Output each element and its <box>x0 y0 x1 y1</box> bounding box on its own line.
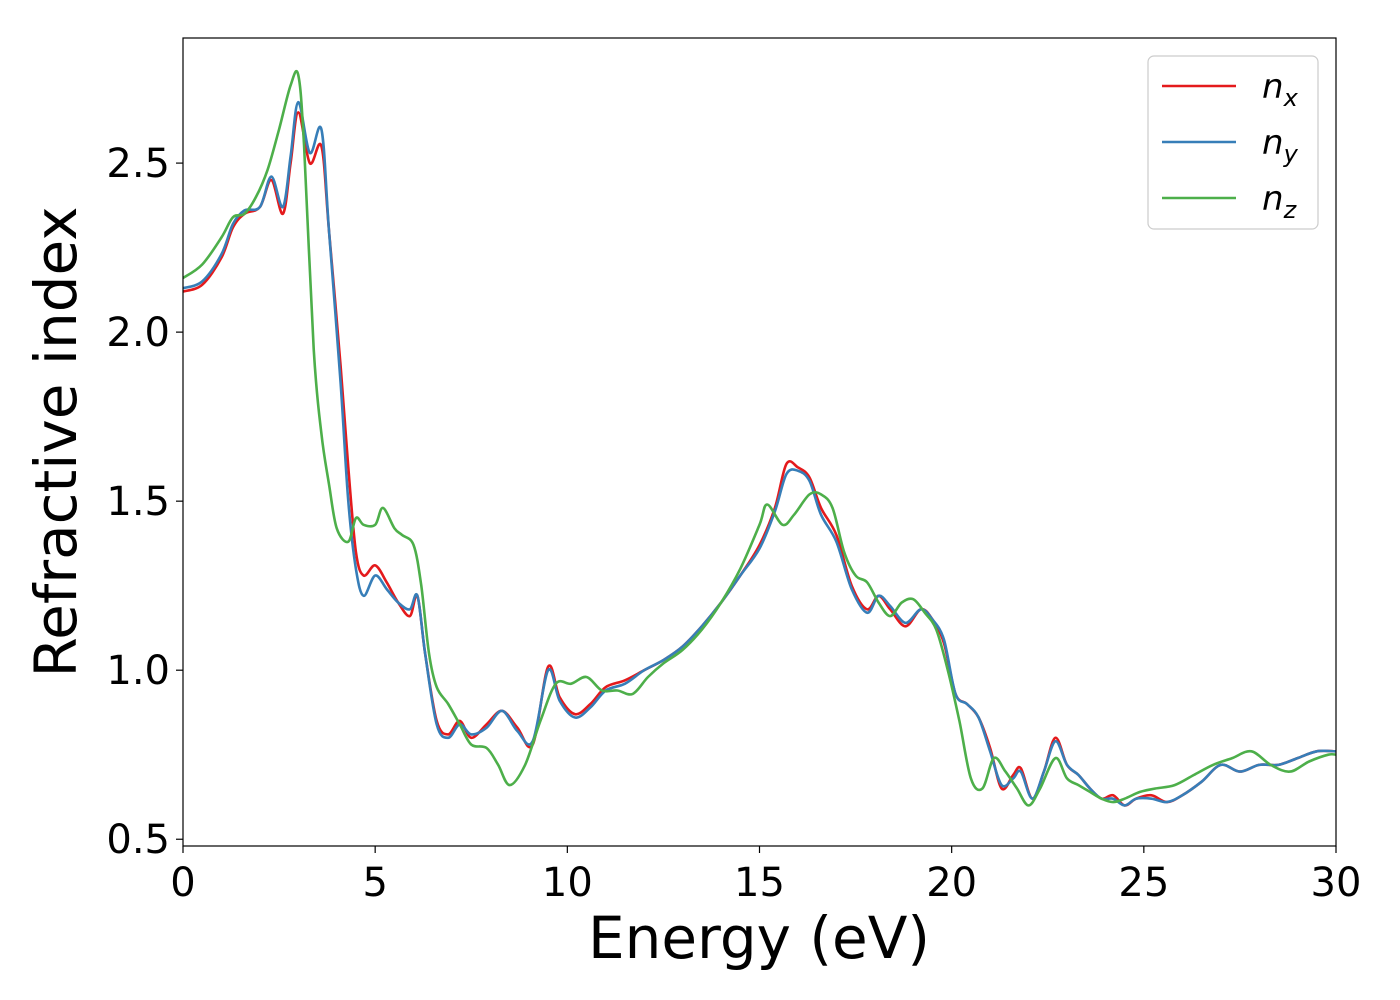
y-tick-label: 2.5 <box>106 141 170 187</box>
legend-label-subscript: x <box>1283 84 1299 112</box>
x-axis-label: Energy (eV) <box>588 904 930 972</box>
legend-label-z: nz <box>1262 179 1298 224</box>
legend-label-base: n <box>1262 123 1284 163</box>
legend-label-subscript: y <box>1283 140 1299 168</box>
x-tick-label: 25 <box>1118 860 1169 906</box>
x-tick-label: 20 <box>926 860 977 906</box>
y-tick-label: 1.5 <box>106 479 170 525</box>
y-tick-label: 0.5 <box>106 817 170 863</box>
series-layer <box>183 69 1336 807</box>
legend-label-subscript: z <box>1283 196 1298 224</box>
legend-label-x: nx <box>1262 67 1299 112</box>
legend-label-base: n <box>1262 179 1284 219</box>
series-line-z <box>183 69 1336 807</box>
y-axis-label: Refractive index <box>22 206 90 677</box>
x-tick-label: 15 <box>734 860 785 906</box>
x-tick-label: 30 <box>1311 860 1362 906</box>
legend-label-y: ny <box>1262 123 1299 168</box>
x-tick-label: 10 <box>542 860 593 906</box>
y-tick-label: 2.0 <box>106 310 170 356</box>
plot-area-frame <box>182 37 1337 847</box>
ticks-layer: 0 5 10 15 20 25 30 0.5 1.0 1.5 2.0 2.5 <box>106 141 1361 906</box>
legend-label-base: n <box>1262 67 1284 107</box>
x-tick-label: 5 <box>362 860 387 906</box>
x-tick-label: 0 <box>170 860 195 906</box>
y-tick-label: 1.0 <box>106 648 170 694</box>
